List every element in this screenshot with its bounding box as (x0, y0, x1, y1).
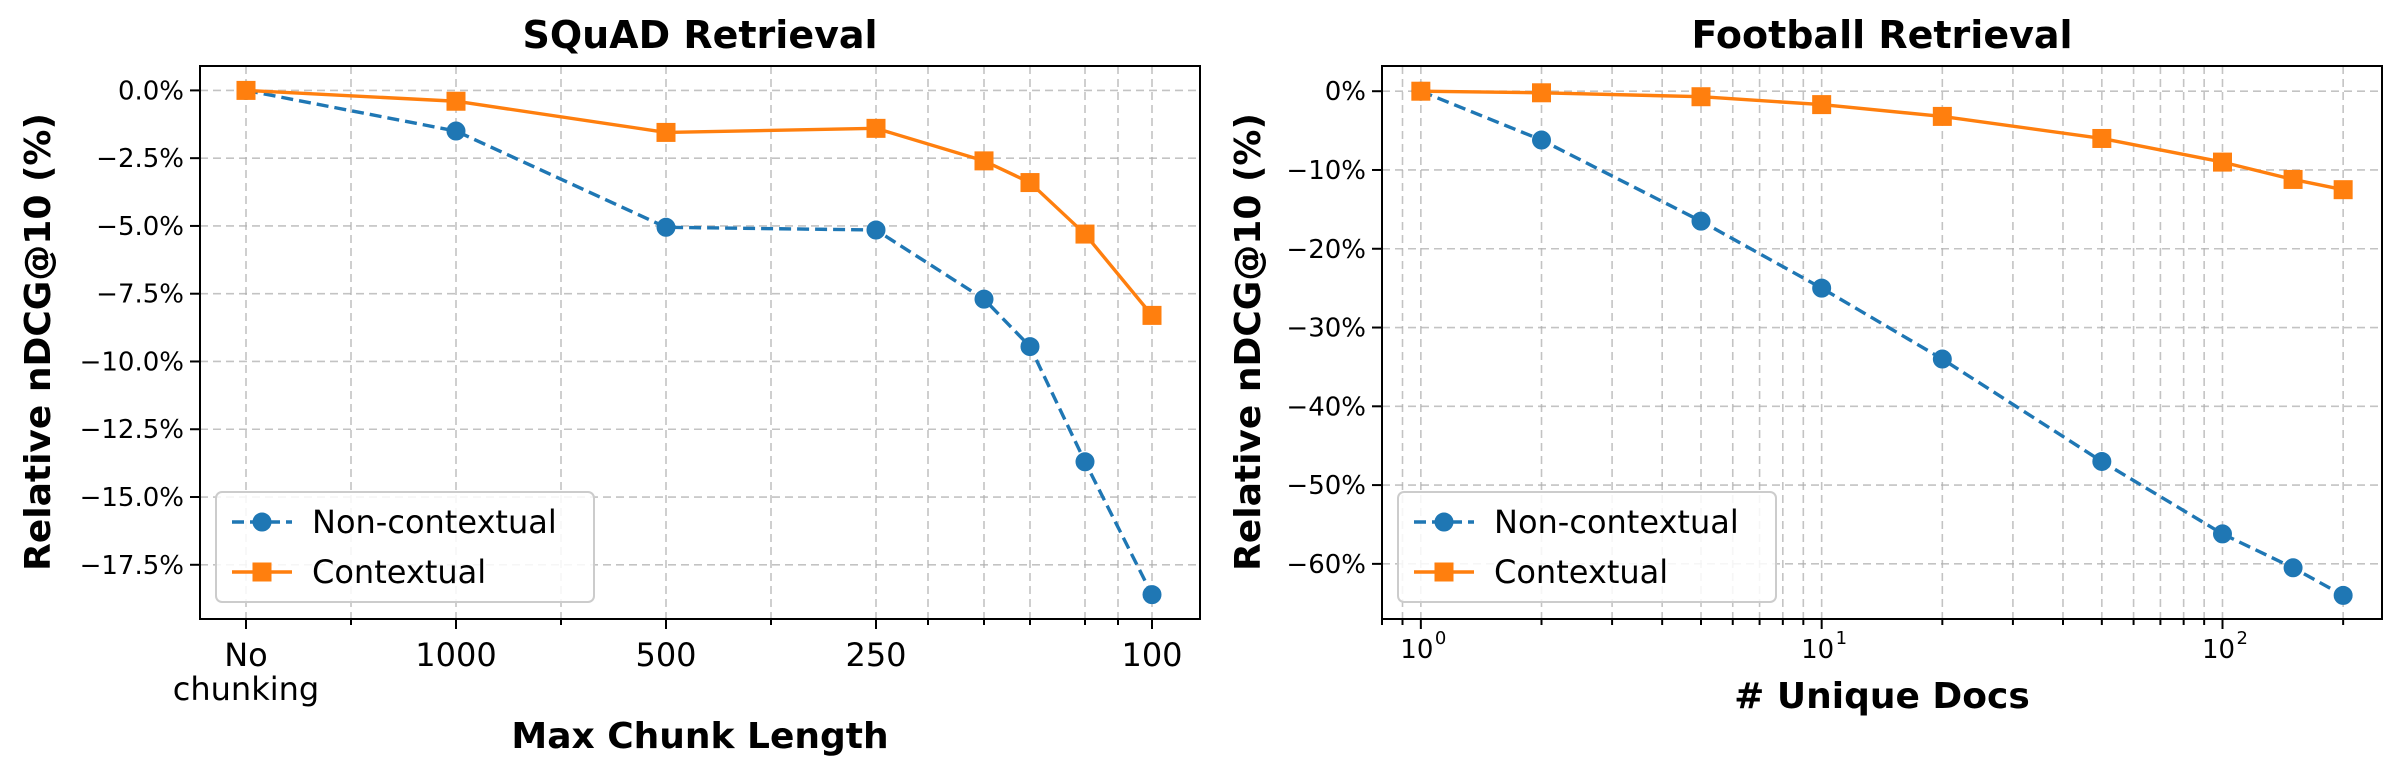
data-point (1532, 83, 1552, 103)
data-point (974, 151, 994, 171)
plot-frame (199, 65, 1201, 620)
data-point (1812, 278, 1832, 298)
legend: Non-contextual Contextual (1397, 491, 1777, 603)
y-axis-label: Relative nDCG@10 (%) (18, 113, 59, 571)
x-tick-label: 10 (1400, 635, 1433, 665)
chart-football-retrieval: Football Retrieval 0% −10% −20% −30% −40% −50… (1228, 13, 2383, 717)
legend-entry-label: Contextual (1494, 553, 1668, 591)
y-tick-label: −5.0% (96, 212, 184, 242)
y-axis-ticks: 0.0% −2.5% −5.0% −7.5% −10.0% −12.5% −15.0% −17… (80, 76, 200, 581)
series-line (245, 88, 1154, 317)
series-line (245, 88, 1154, 596)
data-point (2283, 169, 2303, 189)
data-point (1691, 87, 1711, 107)
y-tick-label: 0.0% (118, 76, 184, 106)
y-tick-label: −7.5% (96, 280, 184, 310)
y-tick-label: −40% (1286, 392, 1366, 422)
data-point (2333, 585, 2353, 605)
data-point (1532, 130, 1552, 150)
data-point (446, 121, 466, 141)
x-tick-label: 10 (2202, 635, 2235, 665)
plot-frame (1381, 65, 2383, 620)
data-point (2092, 128, 2112, 148)
data-point (446, 91, 466, 111)
data-point (2092, 451, 2112, 471)
data-point (2333, 180, 2353, 200)
x-tick-exponent: 2 (2236, 628, 2247, 649)
legend: Non-contextual Contextual (215, 491, 595, 603)
legend-box (1397, 491, 1777, 603)
data-point (2212, 524, 2232, 544)
y-tick-label: −50% (1286, 471, 1366, 501)
data-point (1411, 81, 1431, 101)
legend-marker (252, 512, 272, 532)
series-layer (1411, 81, 2353, 605)
y-tick-label: −12.5% (80, 415, 184, 445)
y-tick-label: −20% (1286, 235, 1366, 265)
data-point (2212, 152, 2232, 172)
x-tick-label: No (224, 636, 268, 674)
data-point (866, 118, 886, 138)
y-tick-label: −60% (1286, 550, 1366, 580)
x-axis-label: Max Chunk Length (511, 716, 888, 757)
x-tick-label: 1000 (415, 636, 496, 674)
data-point (1932, 106, 1952, 126)
x-tick-label: 500 (635, 636, 696, 674)
x-tick-exponent: 0 (1435, 628, 1446, 649)
legend-entry-label: Contextual (312, 553, 486, 591)
data-point (1812, 95, 1832, 115)
data-point (236, 80, 256, 100)
y-tick-label: −10% (1286, 156, 1366, 186)
data-point (1075, 224, 1095, 244)
data-point (1020, 173, 1040, 193)
legend-marker (1434, 512, 1454, 532)
data-point (1142, 305, 1162, 325)
x-tick-label: chunking (173, 670, 319, 708)
y-tick-label: −15.0% (80, 483, 184, 513)
data-point (974, 289, 994, 309)
chart-squad-retrieval: SQuAD Retrieval 0.0% −2.5% −5.0% −7.5% −10.0… (18, 13, 1201, 757)
data-point (1691, 211, 1711, 231)
legend-box (215, 491, 595, 603)
chart-title: Football Retrieval (1691, 13, 2072, 57)
grid (200, 66, 1200, 619)
data-point (1932, 349, 1952, 369)
x-tick-label: 100 (1121, 636, 1182, 674)
data-point (866, 220, 886, 240)
legend-entry-label: Non-contextual (1494, 503, 1739, 541)
y-tick-label: −30% (1286, 314, 1366, 344)
x-tick-label: 250 (845, 636, 906, 674)
x-tick-exponent: 1 (1836, 628, 1847, 649)
data-point (656, 122, 676, 142)
y-axis-ticks: 0% −10% −20% −30% −40% −50% −60% (1286, 77, 1382, 580)
legend-marker (1434, 562, 1454, 582)
x-tick-label: 10 (1801, 635, 1834, 665)
y-axis-label: Relative nDCG@10 (%) (1228, 113, 1269, 571)
y-tick-label: 0% (1325, 77, 1366, 107)
data-point (1142, 585, 1162, 605)
series-layer (236, 80, 1162, 605)
y-tick-label: −2.5% (96, 144, 184, 174)
legend-marker (252, 562, 272, 582)
y-tick-label: −10.0% (80, 347, 184, 377)
data-point (656, 217, 676, 237)
chart-title: SQuAD Retrieval (522, 13, 877, 57)
data-point (1075, 452, 1095, 472)
x-axis-ticks: 10 0 10 1 10 2 (1381, 619, 2345, 665)
x-axis-label: # Unique Docs (1734, 676, 2030, 717)
legend-entry-label: Non-contextual (312, 503, 557, 541)
y-tick-label: −17.5% (80, 551, 184, 581)
data-point (2283, 558, 2303, 578)
data-point (1020, 337, 1040, 357)
